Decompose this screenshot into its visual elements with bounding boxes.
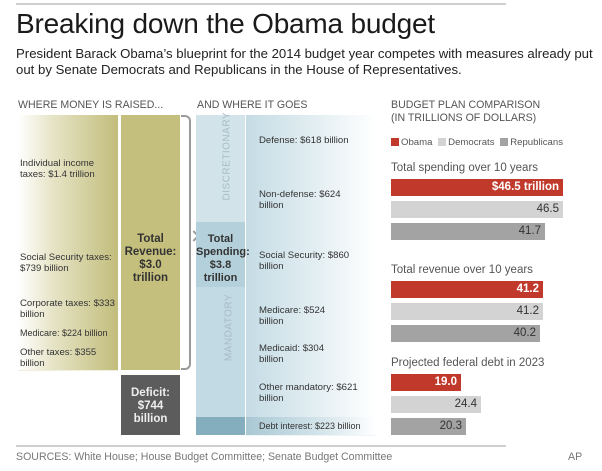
total-revenue-line: $3.0 (139, 259, 162, 271)
bar-value-label: 24.4 (454, 398, 477, 410)
legend-swatch-icon (438, 138, 447, 147)
bar-democrats: 24.4 (391, 396, 481, 413)
bar-value-label: 46.5 (536, 203, 559, 215)
spending-label: Medicaid: $304 billion (259, 343, 325, 365)
page-title: Breaking down the Obama budget (16, 8, 435, 39)
deficit-line: Deficit: (131, 387, 170, 399)
legend-item-republicans: Republicans (500, 137, 563, 148)
spending-label: Medicare: $524 billion (259, 305, 326, 327)
spending-label: Defense: $618 billion (259, 135, 349, 146)
brace (181, 115, 191, 370)
spending-label: Other mandatory: $621 billion (259, 382, 358, 404)
sources: SOURCES: White House; House Budget Commi… (16, 451, 393, 463)
total-revenue-bar (121, 115, 180, 370)
mandatory-stripe (196, 287, 245, 417)
comparison-heading: BUDGET PLAN COMPARISON (IN TRILLIONS OF … (391, 99, 540, 125)
total-revenue-line: Total (137, 233, 164, 245)
bar-republicans: 20.3 (391, 418, 466, 435)
total-spending-line: Total (207, 233, 234, 245)
bar-value-label: 41.2 (516, 305, 539, 317)
spending-label: Non-defense: $624 billion (259, 189, 341, 211)
bar-democrats: 46.5 (391, 201, 563, 218)
legend-item-democrats: Democrats (438, 137, 495, 148)
legend: Obama Democrats Republicans (391, 137, 563, 148)
deficit-label: Deficit: $744 billion (121, 387, 180, 426)
bar-value-label: 41.7 (518, 225, 541, 237)
revenue-label: Individual income taxes: $1.4 trillion (20, 158, 95, 180)
revenue-label: Medicare: $224 billion (20, 328, 108, 338)
total-spending-stripe (196, 222, 245, 287)
legend-label: Obama (401, 137, 433, 148)
total-spending-line: trillion (203, 272, 238, 284)
total-revenue-line: Revenue: (124, 246, 177, 258)
discretionary-label: DISCRETIONARY (221, 111, 233, 201)
legend-label: Democrats (448, 137, 495, 148)
bar-obama: $46.5 trillion (391, 179, 563, 196)
spending-segment-defense (246, 115, 376, 169)
total-spending-line: Spending: (196, 246, 250, 258)
revenue-label: Other taxes: $355 billion (20, 347, 97, 369)
credit: AP (568, 451, 583, 463)
bar-republicans: 41.7 (391, 223, 545, 240)
legend-swatch-icon (500, 138, 509, 147)
bar-obama: 19.0 (391, 374, 461, 391)
deficit-box (121, 375, 180, 435)
total-spending-label: Total Spending: $3.8 trillion (196, 233, 250, 285)
revenue-segment-individual (18, 115, 118, 233)
total-revenue-line: trillion (132, 272, 169, 284)
page-subtitle: President Barack Obama’s blueprint for t… (16, 46, 593, 77)
bar-value-label: 19.0 (434, 376, 457, 388)
mandatory-label: MANDATORY (223, 293, 235, 362)
spending-label: Social Security: $860 billion (259, 250, 350, 272)
revenue-segment-social-security (18, 232, 118, 295)
bar-democrats: 41.2 (391, 303, 543, 320)
discretionary-stripe (196, 115, 245, 222)
interest-stripe (196, 417, 245, 435)
bar-value-label: 41.2 (516, 283, 539, 295)
group-title: Total spending over 10 years (391, 162, 539, 174)
comparison-heading-line: (IN TRILLIONS OF DOLLARS) (391, 112, 537, 124)
comparison-heading-line: BUDGET PLAN COMPARISON (391, 99, 541, 111)
group-title: Projected federal debt in 2023 (391, 357, 545, 369)
bar-obama: 41.2 (391, 281, 543, 298)
revenue-label: Corporate taxes: $333 billion (20, 298, 115, 320)
spending-heading: AND WHERE IT GOES (197, 99, 308, 111)
total-spending-line: $3.8 (209, 259, 232, 271)
bar-value-label: $46.5 trillion (491, 181, 559, 193)
legend-label: Republicans (510, 137, 564, 148)
total-revenue-label: Total Revenue: $3.0 trillion (121, 233, 180, 285)
revenue-label: Social Security taxes: $739 billion (20, 252, 112, 274)
spending-segment-social-security (246, 222, 376, 288)
top-rule (16, 3, 506, 5)
bar-value-label: 40.2 (513, 327, 536, 339)
group-title: Total revenue over 10 years (391, 264, 533, 276)
spending-segment-debt-interest (246, 417, 376, 436)
footer-rule (16, 445, 506, 447)
bar-value-label: 20.3 (439, 420, 462, 432)
deficit-line: $744 (137, 400, 164, 412)
revenue-heading: WHERE MONEY IS RAISED... (18, 99, 164, 111)
legend-swatch-icon (391, 138, 399, 147)
legend-item-obama: Obama (391, 137, 432, 148)
deficit-line: billion (133, 413, 168, 425)
spending-segment-nondefense (246, 168, 376, 223)
spending-label: Debt interest: $223 billion (259, 421, 361, 431)
revenue-segment-other (18, 342, 118, 371)
bar-republicans: 40.2 (391, 325, 540, 342)
